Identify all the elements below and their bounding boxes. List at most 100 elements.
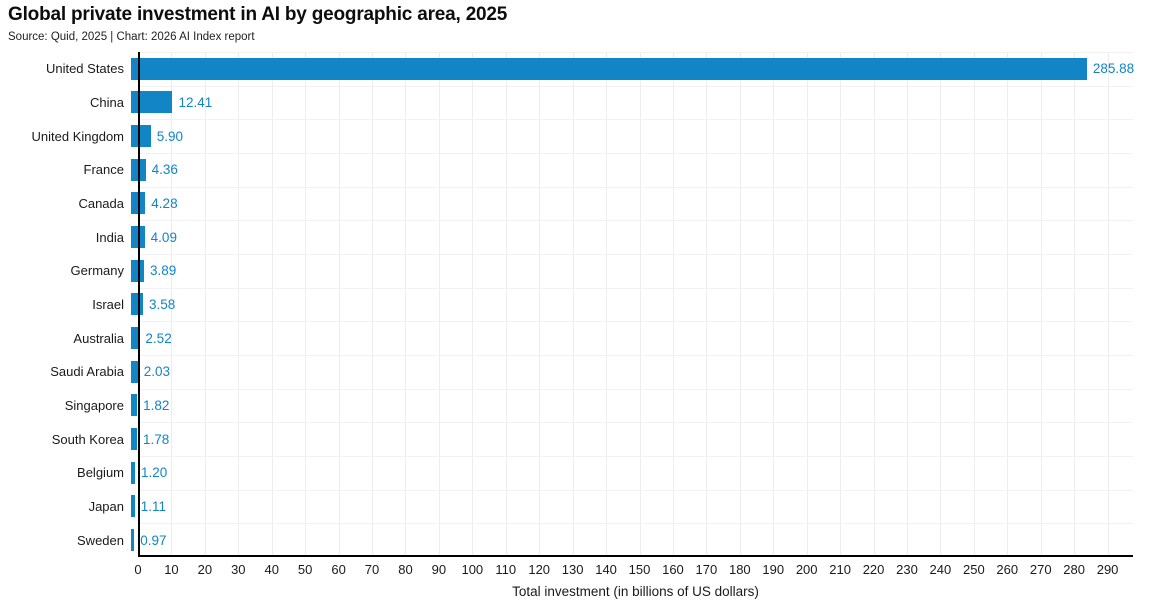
x-tick-label: 150 [628,562,651,577]
bar [131,125,151,148]
vertical-gridline [405,52,407,557]
vertical-gridline [572,52,574,557]
vertical-gridline [1074,52,1076,557]
horizontal-gridline [138,523,1133,525]
bar-track: 12.41 [131,91,1126,114]
bar-track: 3.58 [131,293,1126,316]
x-tick-label: 90 [431,562,447,577]
bar [131,327,140,350]
bar-track: 5.90 [131,125,1126,148]
vertical-gridline [806,52,808,557]
bar-row: Israel 3.58 [0,288,1158,322]
value-label: 285.88 [1092,61,1135,77]
vertical-gridline [773,52,775,557]
x-tick-label: 110 [495,562,517,577]
bar-row: France 4.36 [0,153,1158,187]
x-tick-label: 260 [996,562,1019,577]
horizontal-gridline [138,456,1133,457]
bar-track: 4.09 [131,226,1126,249]
x-tick-label: 170 [695,562,718,577]
category-label: Germany [70,263,124,279]
category-label: South Korea [51,431,124,447]
bar-row: Belgium 1.20 [0,456,1158,490]
x-tick-label: 30 [231,562,246,577]
vertical-gridline [739,52,741,557]
bar-chart: United States 285.88 China 12.41 United King… [0,52,1158,557]
vertical-gridline [472,52,474,557]
bar [131,428,137,451]
vertical-gridline [271,52,273,557]
bar [131,226,145,249]
x-tick-label: 220 [862,562,885,577]
x-tick-label: 130 [561,562,584,577]
chart-title: Global private investment in AI by geogr… [8,4,508,25]
value-label: 5.90 [156,128,183,144]
category-label: United States [45,61,124,77]
x-tick-label: 0 [134,562,142,577]
horizontal-gridline [138,321,1133,323]
category-label: Israel [92,296,124,312]
x-tick-label: 160 [662,562,684,577]
bar-row: China 12.41 [0,86,1158,120]
bar-row: Saudi Arabia 2.03 [0,355,1158,389]
value-label: 3.58 [148,296,176,312]
vertical-gridline [940,52,942,557]
vertical-gridline [973,52,975,557]
horizontal-gridline [138,119,1133,121]
vertical-gridline [1107,52,1109,557]
vertical-gridline [706,52,708,557]
vertical-gridline [606,52,608,557]
x-tick-label: 290 [1096,562,1119,577]
vertical-gridline [305,52,307,557]
horizontal-gridline [138,186,1133,188]
x-tick-label: 10 [164,562,179,577]
vertical-gridline [438,52,440,557]
chart-subtitle: Source: Quid, 2025 | Chart: 2026 AI Inde… [8,31,255,43]
vertical-gridline [906,52,908,557]
bar [131,158,146,181]
bar-row: Sweden 0.97 [0,523,1158,557]
bar [131,360,138,383]
vertical-gridline [1007,52,1009,557]
horizontal-gridline [138,220,1133,222]
x-tick-label: 120 [528,562,551,577]
x-tick-label: 280 [1063,562,1085,577]
value-label: 0.97 [140,532,167,548]
x-tick-label: 250 [962,562,985,577]
value-label: 2.03 [143,364,171,380]
horizontal-gridline [138,489,1133,491]
vertical-gridline [238,52,240,557]
vertical-gridline [539,52,541,557]
vertical-gridline [372,52,374,557]
bar [131,495,135,518]
bar [131,293,143,316]
vertical-gridline [672,52,674,557]
category-label: Canada [78,195,124,211]
x-tick-label: 210 [829,562,851,577]
category-label: Japan [88,498,124,514]
bar-track: 4.28 [131,192,1126,215]
vertical-gridline [171,52,173,557]
vertical-gridline [338,52,340,557]
category-label: Singapore [64,397,124,413]
bar [131,91,173,114]
x-tick-label: 200 [795,562,818,577]
category-label: Sweden [77,532,124,548]
x-tick-label: 100 [461,562,484,577]
gridline-layer [138,52,1133,557]
value-label: 1.11 [140,498,166,514]
value-label: 3.89 [150,263,177,279]
category-label: Belgium [77,465,124,481]
bar [131,192,146,215]
bar-row: Japan 1.11 [0,490,1158,524]
category-label: China [90,94,124,110]
category-label: Australia [73,330,124,346]
vertical-gridline [505,52,507,557]
horizontal-gridline [138,287,1133,289]
x-tick-label: 140 [595,562,617,577]
bar-track: 1.20 [131,461,1126,484]
x-tick-label: 40 [264,562,279,577]
bar [131,394,138,417]
x-tick-label: 240 [929,562,952,577]
bar-row: India 4.09 [0,220,1158,254]
